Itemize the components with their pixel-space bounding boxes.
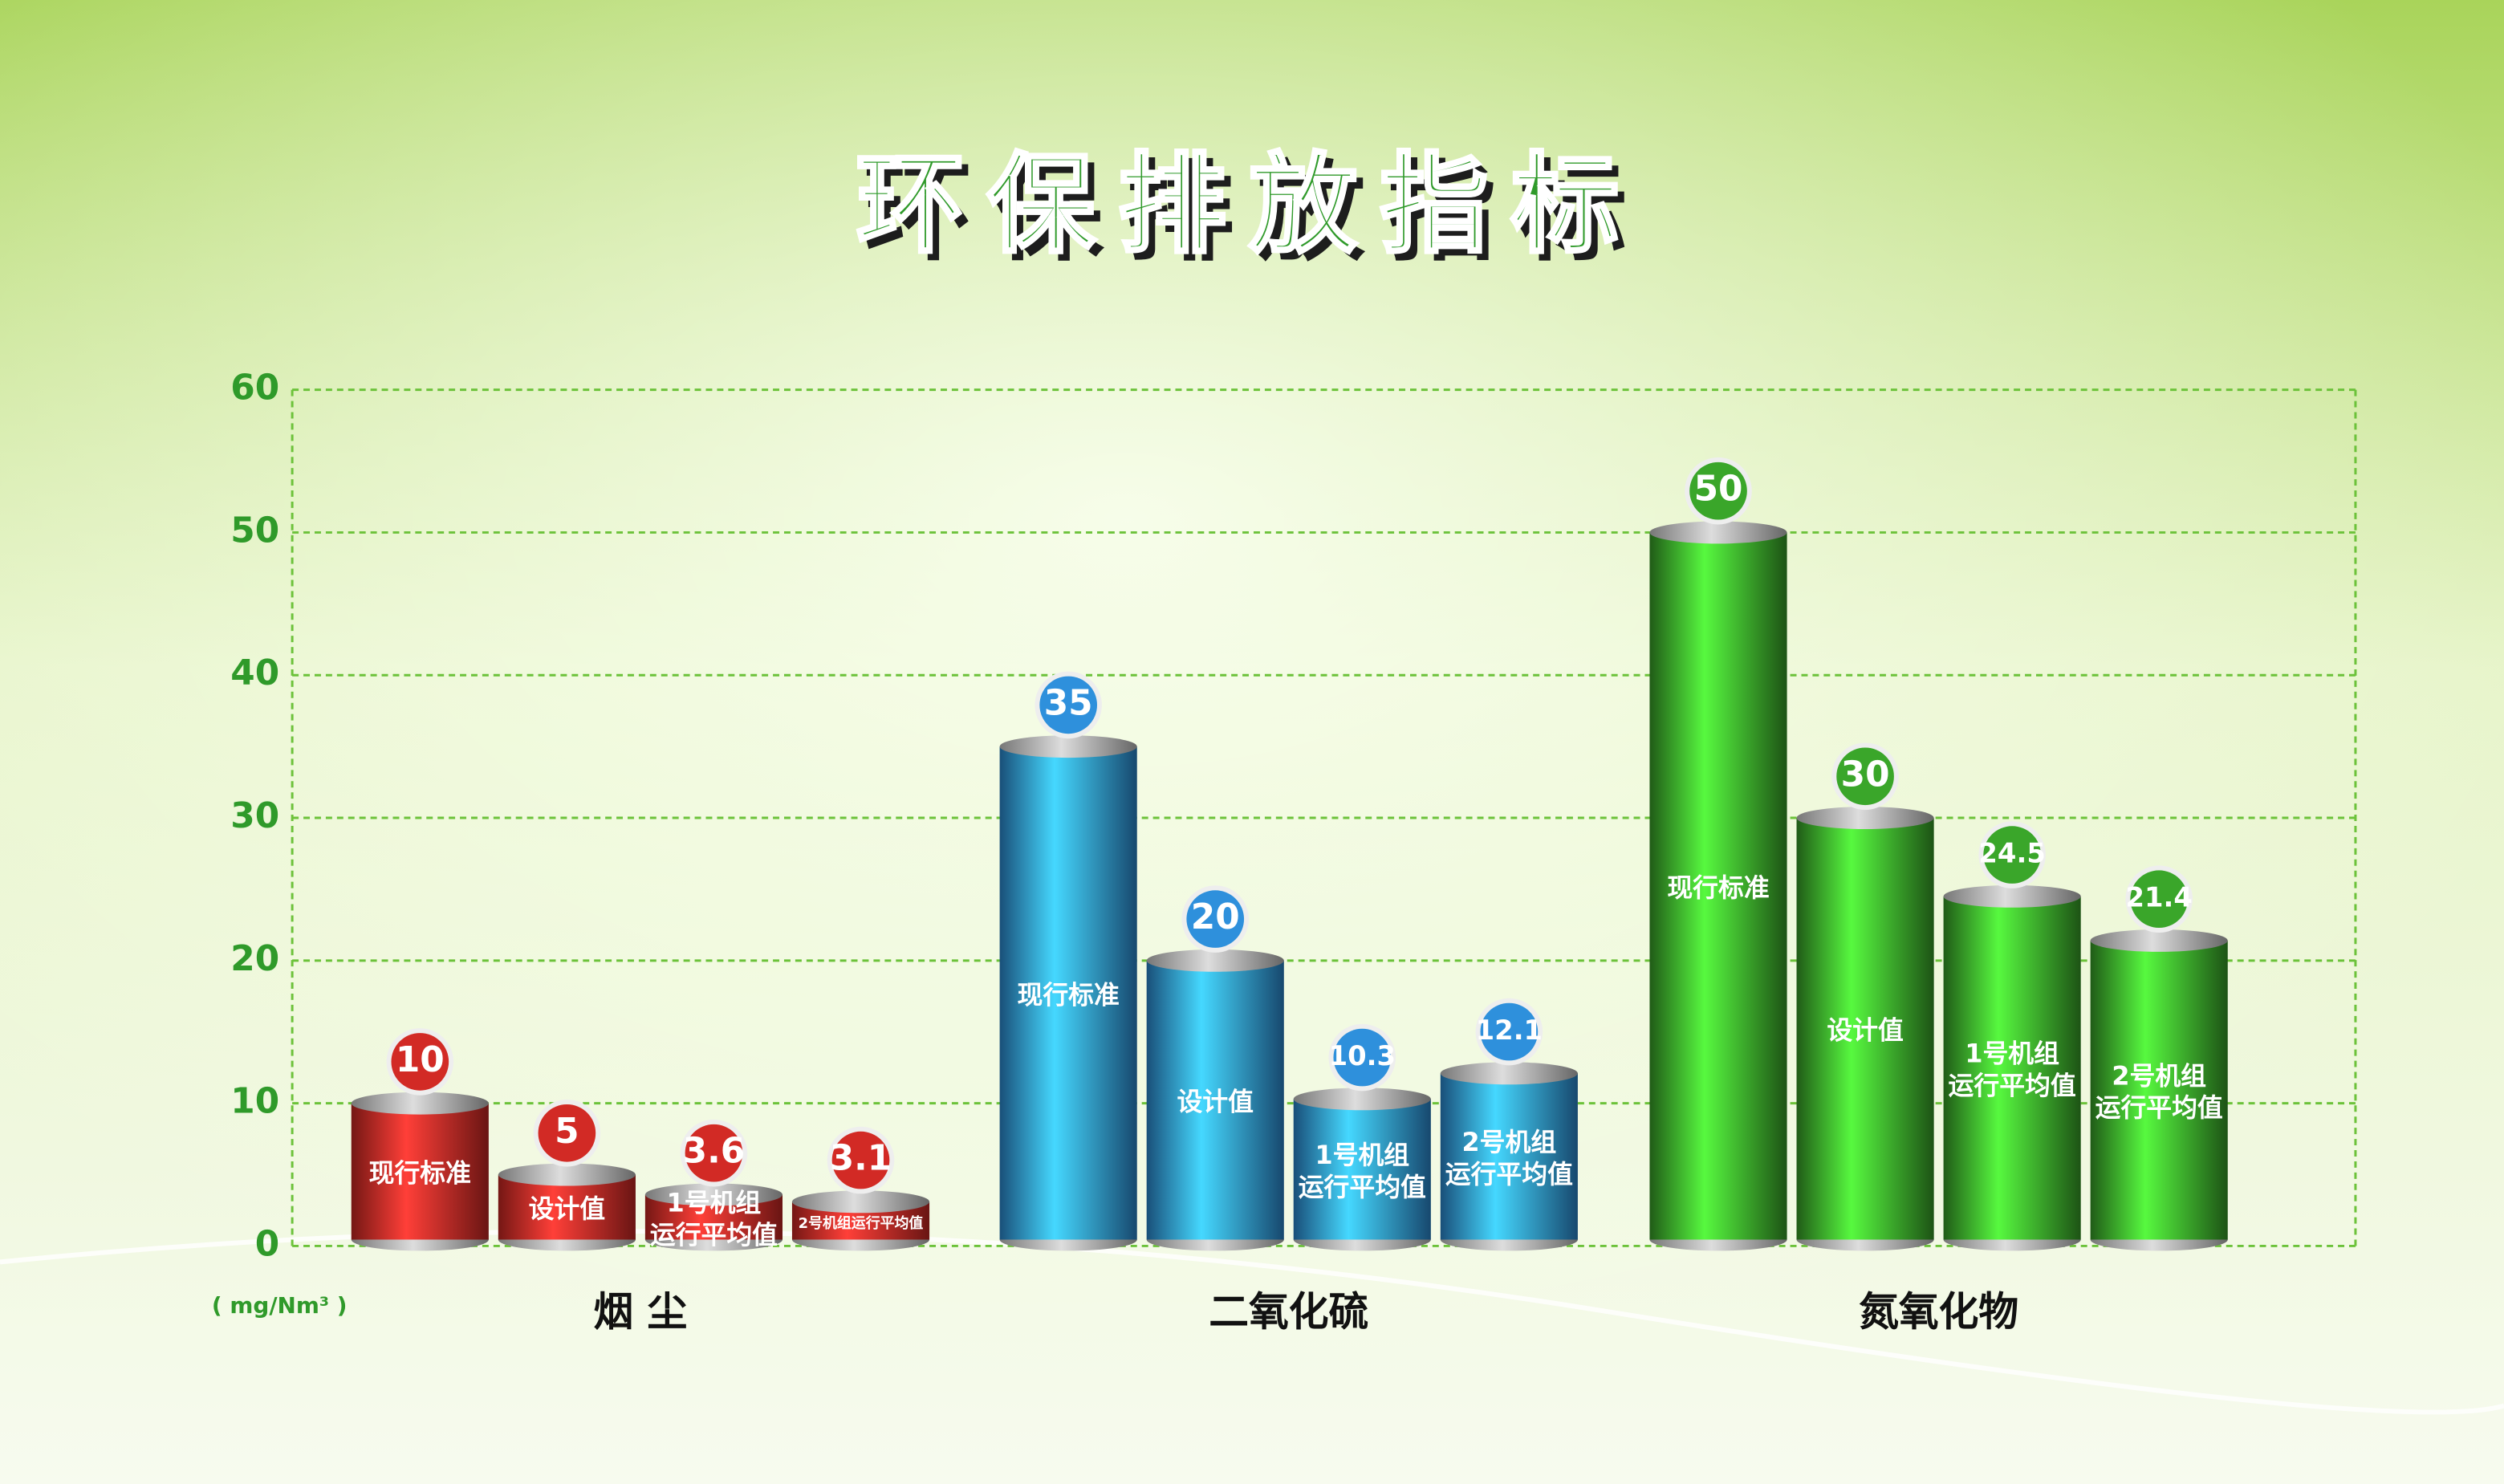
- y-tick-label: 50: [230, 510, 279, 551]
- bar-series-label: 1号机组运行平均值: [1299, 1140, 1426, 1202]
- y-tick-label: 40: [230, 653, 279, 693]
- value-badge-inner: [1333, 1028, 1392, 1087]
- cylinder-top: [791, 1190, 930, 1214]
- label-line: 1号机组: [667, 1188, 762, 1218]
- unit-label: ( mg/Nm³ ): [212, 1292, 348, 1319]
- label-line: 1号机组: [1315, 1140, 1409, 1170]
- bar: [1293, 1099, 1431, 1240]
- value-badge-inner: [538, 1104, 596, 1162]
- value-label: 24.5: [1978, 838, 2045, 869]
- value-label: 5: [555, 1111, 579, 1152]
- value-badge-inner: [1836, 747, 1894, 806]
- cylinder-top: [644, 1183, 782, 1206]
- value-label: 21.4: [2125, 882, 2192, 913]
- cylinder-top: [498, 1163, 636, 1186]
- cylinder-top: [1796, 807, 1934, 829]
- bar-series-label: 设计值: [529, 1193, 606, 1224]
- label-line: 运行平均值: [650, 1219, 778, 1250]
- cylinder-top: [1440, 1062, 1578, 1085]
- category-label: 氮氧化物: [1859, 1289, 2018, 1336]
- bar-series-label: 2号机组运行平均值: [2095, 1060, 2223, 1123]
- value-label: 3.6: [683, 1131, 746, 1172]
- value-label: 3.1: [830, 1138, 892, 1179]
- bar-series-label: 1号机组运行平均值: [1949, 1039, 2076, 1101]
- value-badge-inner: [391, 1033, 449, 1091]
- bar: [1440, 1073, 1578, 1240]
- bar: [1796, 818, 1934, 1240]
- chart-title: 环保排放指标: [856, 141, 1642, 268]
- value-label: 10: [396, 1039, 445, 1080]
- bar: [1146, 960, 1284, 1240]
- y-tick-label: 20: [230, 938, 279, 979]
- label-line: 2号机组: [1462, 1127, 1557, 1157]
- bar: [2090, 940, 2228, 1240]
- y-tick-label: 60: [230, 368, 279, 409]
- label-line: 2号机组: [2112, 1060, 2206, 1091]
- bar: [351, 1103, 489, 1240]
- label-line: 运行平均值: [1299, 1172, 1426, 1202]
- value-badge-inner: [1689, 461, 1747, 520]
- bar-series-label: 设计值: [1177, 1087, 1254, 1117]
- cylinder-top: [1943, 884, 2081, 908]
- y-tick-label: 0: [255, 1223, 279, 1264]
- bar-series-label: 现行标准: [1018, 979, 1120, 1010]
- cylinder-top: [999, 735, 1137, 758]
- cylinder-top: [351, 1092, 489, 1115]
- bar-series-label: 2号机组运行平均值: [1445, 1127, 1573, 1189]
- value-label: 10.3: [1329, 1040, 1396, 1071]
- category-label: 二氧化硫: [1209, 1289, 1368, 1336]
- title-shadow: 环保排放指标: [864, 149, 1650, 276]
- label-line: 运行平均值: [2095, 1092, 2223, 1123]
- bar: [1943, 896, 2081, 1240]
- value-badge-inner: [1983, 826, 2041, 884]
- bar: [999, 746, 1137, 1240]
- value-badge-inner: [1039, 676, 1097, 734]
- value-label: 20: [1191, 896, 1240, 937]
- value-label: 30: [1841, 754, 1890, 795]
- y-tick-label: 10: [230, 1081, 279, 1122]
- bar: [1649, 532, 1787, 1240]
- value-label: 12.1: [1476, 1014, 1543, 1046]
- value-badge-inner: [1186, 890, 1245, 948]
- label-line: 运行平均值: [1445, 1159, 1573, 1189]
- cylinder-top: [2090, 929, 2228, 952]
- value-badge-inner: [831, 1131, 890, 1189]
- value-badge-inner: [1480, 1002, 1539, 1061]
- label-line: 1号机组: [1965, 1039, 2059, 1069]
- value-badge-inner: [685, 1124, 743, 1182]
- cylinder-top: [1649, 521, 1787, 544]
- value-label: 50: [1694, 469, 1743, 510]
- label-line: 运行平均值: [1949, 1071, 2076, 1101]
- bar-series-label: 现行标准: [1667, 872, 1769, 903]
- value-badge-inner: [2130, 870, 2189, 929]
- bar-series-label: 现行标准: [369, 1158, 471, 1189]
- category-label: 烟 尘: [594, 1289, 688, 1336]
- bar-series-label: 设计值: [1827, 1015, 1904, 1046]
- cylinder-top: [1146, 949, 1284, 972]
- cylinder-top: [1293, 1088, 1431, 1111]
- bar-series-label: 2号机组运行平均值: [799, 1214, 924, 1232]
- y-tick-label: 30: [230, 795, 279, 836]
- bar-series-label: 1号机组运行平均值: [650, 1188, 778, 1250]
- value-label: 35: [1044, 682, 1093, 723]
